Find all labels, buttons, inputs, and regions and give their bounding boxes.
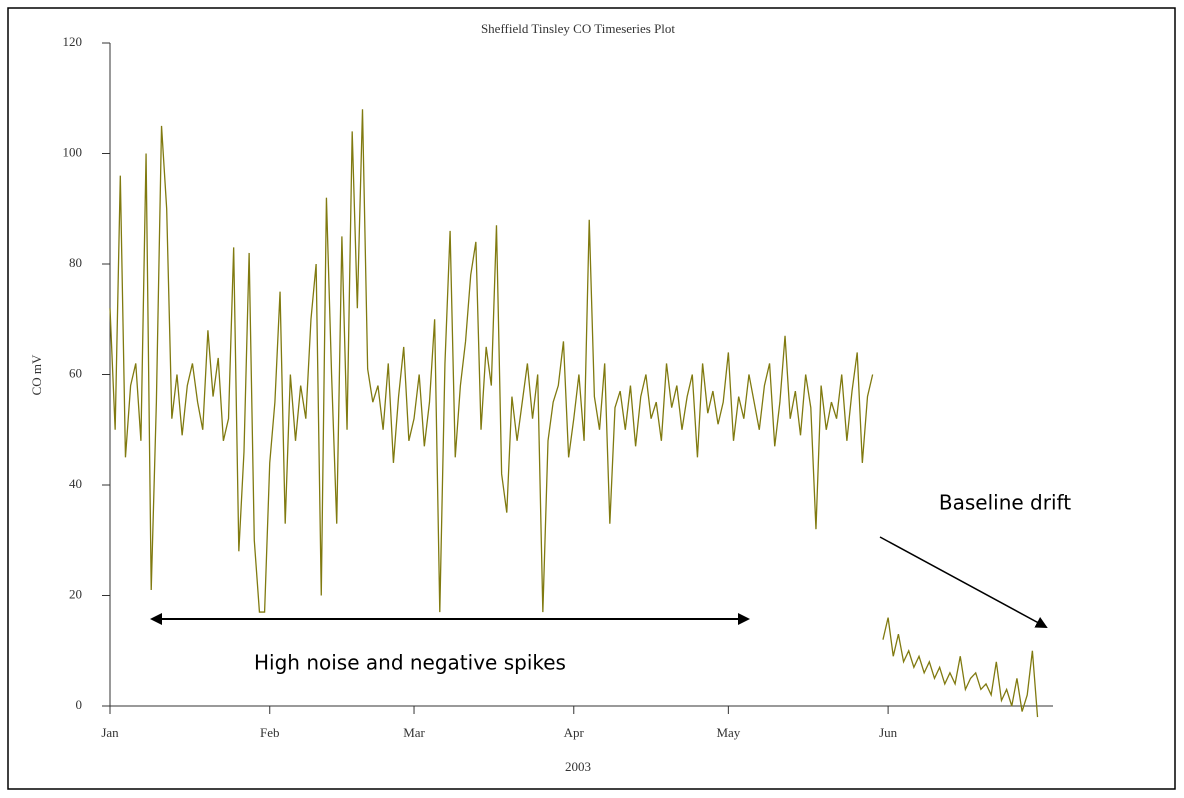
x-axis-label: 2003	[565, 759, 591, 774]
x-tick-label: Mar	[403, 725, 425, 740]
annotation: High noise and negative spikes	[254, 651, 566, 675]
y-tick-label: 60	[69, 365, 82, 380]
x-tick-label: Feb	[260, 725, 280, 740]
y-tick-label: 20	[69, 586, 82, 601]
y-tick-label: 80	[69, 255, 82, 270]
chart-title: Sheffield Tinsley CO Timeseries Plot	[481, 21, 675, 36]
y-axis-label: CO mV	[29, 354, 44, 395]
x-tick-label: Jun	[879, 725, 898, 740]
y-tick-label: 120	[63, 34, 83, 49]
data-line	[109, 109, 1039, 718]
y-tick-label: 0	[76, 697, 83, 712]
frame	[7, 7, 1176, 790]
y-tick-label: 40	[69, 476, 82, 491]
annotation: Baseline drift	[939, 491, 1071, 515]
annotation-arrow	[879, 536, 1048, 628]
y-tick-label: 100	[63, 144, 83, 159]
x-tick-label: Jan	[101, 725, 119, 740]
x-tick-label: Apr	[564, 725, 585, 740]
x-tick-label: May	[716, 725, 740, 740]
